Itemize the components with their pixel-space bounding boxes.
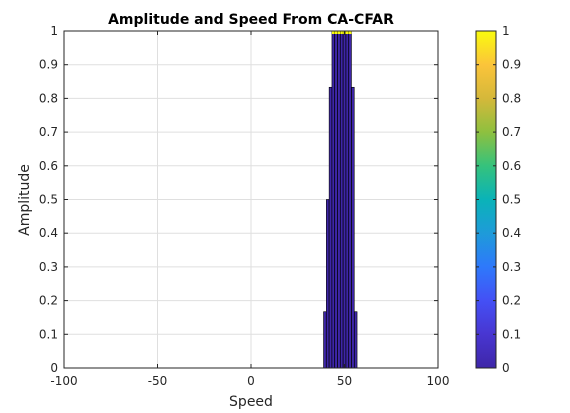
bar xyxy=(345,30,349,369)
colorbar-ticks: 0 0.1 0.2 0.3 0.4 0.5 0.6 0.7 0.8 0.9 1 xyxy=(476,24,521,375)
bar-top-cap xyxy=(331,31,335,34)
colorbar-tick-label: 0.7 xyxy=(502,125,521,139)
bar-top-cap xyxy=(348,31,352,34)
colorbar-tick-label: 0.6 xyxy=(502,159,521,173)
colorbar-tick-label: 0.3 xyxy=(502,260,521,274)
y-tick-label: 1 xyxy=(50,24,58,38)
bar xyxy=(323,311,327,369)
bar xyxy=(326,199,330,369)
y-tick-label: 0.6 xyxy=(39,159,58,173)
x-axis-label: Speed xyxy=(229,394,273,410)
colorbar-tick-label: 0.5 xyxy=(502,193,521,207)
y-tick-label: 0.4 xyxy=(39,226,58,240)
y-tick-label: 0.8 xyxy=(39,91,58,105)
bar xyxy=(351,86,355,369)
colorbar-tick-label: 0.8 xyxy=(502,91,521,105)
x-tick-label: 50 xyxy=(337,374,352,388)
colorbar-tick-label: 1 xyxy=(502,24,510,38)
y-axis-label: Amplitude xyxy=(17,164,33,236)
bar xyxy=(348,30,352,369)
x-tick-label: -50 xyxy=(148,374,168,388)
x-tick-label: 100 xyxy=(427,374,450,388)
x-tick-label: -100 xyxy=(50,374,77,388)
x-axis-ticks: -100 -50 0 50 100 xyxy=(50,31,449,388)
bar xyxy=(337,30,341,369)
bar-top-cap xyxy=(334,31,338,34)
x-tick-label: 0 xyxy=(247,374,255,388)
colorbar-tick-label: 0.2 xyxy=(502,294,521,308)
bar-top-cap xyxy=(340,31,344,34)
bar xyxy=(331,30,335,369)
y-tick-label: 0.1 xyxy=(39,327,58,341)
colorbar-tick-label: 0.1 xyxy=(502,327,521,341)
y-tick-label: 0.9 xyxy=(39,58,58,72)
bar xyxy=(354,311,358,369)
bar-top-cap xyxy=(345,31,349,34)
bar xyxy=(340,30,344,369)
bar xyxy=(328,86,333,369)
colorbar-tick-label: 0.4 xyxy=(502,226,521,240)
y-tick-label: 0.5 xyxy=(39,193,58,207)
y-tick-label: 0.7 xyxy=(39,125,58,139)
y-tick-label: 0.2 xyxy=(39,294,58,308)
bar xyxy=(334,30,338,369)
bar xyxy=(342,30,347,369)
y-axis-ticks: 0 0.1 0.2 0.3 0.4 0.5 0.6 0.7 0.8 0.9 1 xyxy=(39,24,438,375)
y-tick-label: 0.3 xyxy=(39,260,58,274)
bars-group xyxy=(323,30,358,369)
chart-title: Amplitude and Speed From CA-CFAR xyxy=(108,12,394,28)
colorbar-tick-label: 0 xyxy=(502,361,510,375)
bar-top-cap xyxy=(337,31,341,34)
y-tick-label: 0 xyxy=(50,361,58,375)
colorbar-tick-label: 0.9 xyxy=(502,58,521,72)
